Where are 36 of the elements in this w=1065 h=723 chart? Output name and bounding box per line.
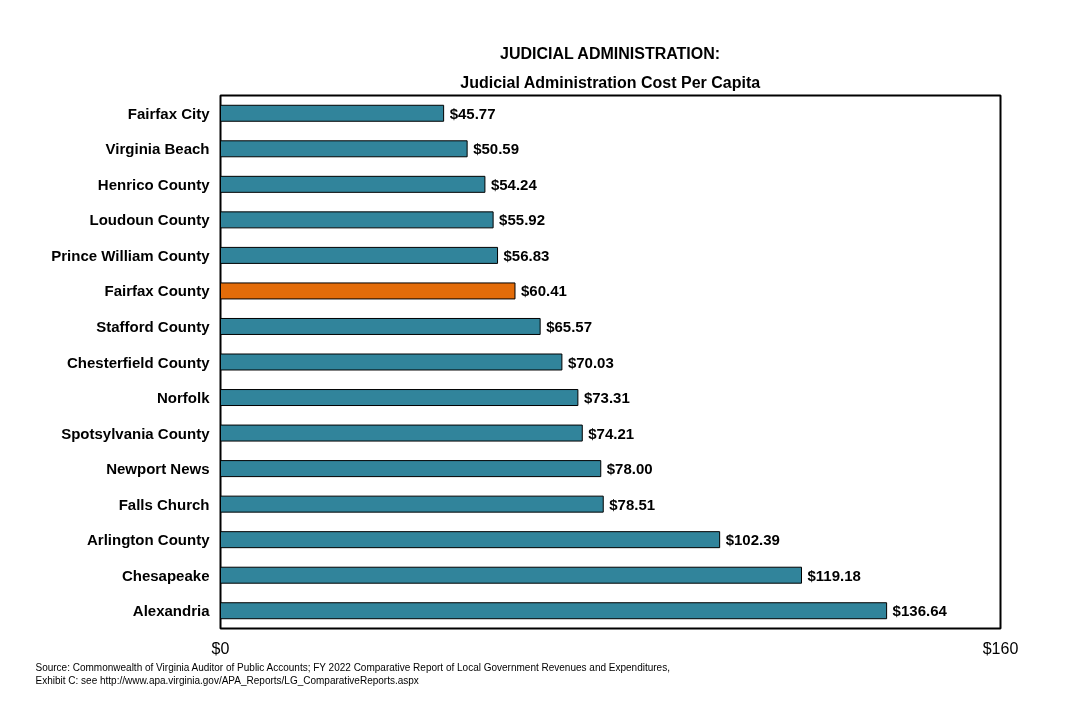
data-label: $78.00 [606,460,653,478]
data-label: $70.03 [567,353,614,371]
data-label: $136.64 [892,602,948,620]
y-tick-label: Fairfax City [127,104,211,122]
data-label: $78.51 [609,495,656,513]
y-tick-label: Falls Church [118,495,210,513]
data-label: $60.41 [521,282,567,300]
y-tick-label: Henrico County [97,175,211,193]
y-tick-label: Loudoun County [89,211,211,229]
data-label: $55.92 [499,211,545,229]
y-tick-label: Chesterfield County [66,353,211,371]
data-label: $54.24 [490,175,538,193]
y-tick-label: Stafford County [96,317,211,335]
y-tick-label: Spotsylvania County [61,424,211,442]
x-tick-label: $0 [211,639,230,657]
source-note: Source: Commonwealth of Virginia Auditor of Public Accounts; FY 2022 Comparative Report of Local Government Revenues and Expenditures, [35,661,670,673]
y-tick-label: Norfolk [157,389,211,407]
data-label: $50.59 [473,140,520,158]
chart-title: JUDICIAL ADMINISTRATION: [499,44,721,62]
data-label: $119.18 [807,566,861,584]
y-tick-label: Newport News [106,460,210,478]
y-tick-label: Arlington County [87,531,211,549]
y-tick-label: Alexandria [132,602,211,620]
y-tick-label: Prince William County [51,246,211,264]
data-label: $45.77 [449,104,496,122]
data-label: $74.21 [588,424,635,442]
data-label: $56.83 [503,246,550,264]
chart-subtitle: Judicial Administration Cost Per Capita [460,73,761,91]
y-tick-label: Virginia Beach [105,140,210,158]
y-tick-label: Chesapeake [121,566,210,584]
text: Exhibit C: see http://www.apa.virginia.gov/APA_Reports/LG_ComparativeReports.aspx [35,674,419,686]
data-label: $73.31 [583,389,630,407]
data-label: $102.39 [725,531,780,549]
x-tick-label: $160 [982,639,1019,657]
y-tick-label: Fairfax County [104,282,211,300]
data-label: $65.57 [546,317,593,335]
